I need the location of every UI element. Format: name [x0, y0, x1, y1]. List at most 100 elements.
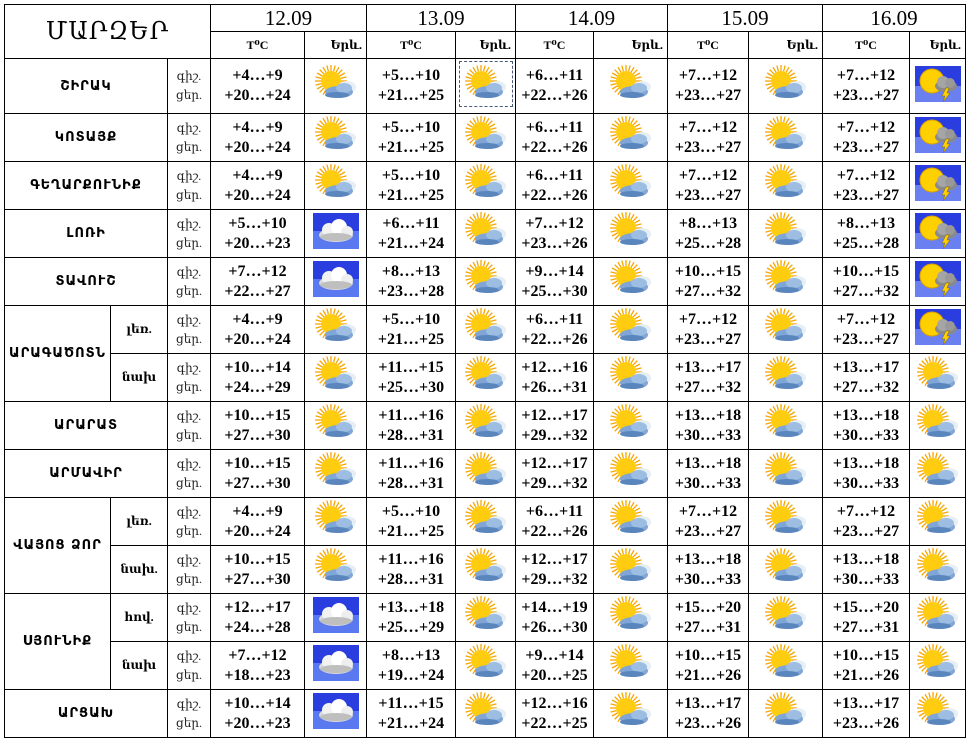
night-temperature: +6…+11	[525, 310, 584, 328]
date-header: 12.09	[210, 4, 368, 32]
partly-cloudy-icon	[761, 691, 811, 733]
temperature-cell: +5…+10 +21…+25	[366, 58, 457, 114]
temperature-cell: +7…+12 +23…+27	[667, 113, 750, 162]
night-temperature: +4…+9	[232, 166, 283, 184]
temperature-cell: +10…+15 +21…+26	[667, 641, 750, 690]
temperature-cell: +8…+13 +19…+24	[366, 641, 457, 690]
weather-icon-cell	[593, 353, 669, 402]
day-temperature: +22…+26	[521, 87, 588, 104]
weather-icon-cell	[455, 58, 517, 114]
weather-icon-cell	[748, 593, 824, 642]
partly-cloudy-icon	[461, 307, 511, 349]
partly-cloudy-icon	[311, 451, 361, 493]
temperature-cell: +4…+9 +20…+24	[210, 161, 306, 210]
temperature-cell: +11…+16 +28…+31	[366, 401, 457, 450]
partly-cloudy-icon	[461, 691, 511, 733]
temperature-cell: +8…+13 +23…+28	[366, 257, 457, 306]
day-temperature: +27…+32	[832, 378, 900, 396]
night-temperature: +12…+16	[521, 694, 588, 712]
night-temperature: +8…+13	[678, 214, 738, 232]
weather-icon-cell	[593, 161, 669, 210]
partly-cloudy-icon	[606, 547, 656, 589]
partly-cloudy-icon	[606, 355, 656, 397]
weather-icon-cell	[455, 449, 517, 498]
temperature-cell: +4…+9 +20…+24	[210, 58, 306, 114]
weather-icon-cell	[748, 401, 824, 450]
temperature-header: T⁰C	[366, 31, 457, 59]
temperature-cell: +5…+10 +21…+25	[366, 113, 457, 162]
day-temperature: +27…+32	[832, 282, 900, 300]
night-temperature: +10…+15	[224, 550, 291, 568]
night-temperature: +4…+9	[232, 118, 283, 136]
partly-cloudy-icon	[311, 115, 361, 157]
day-temperature: +21…+25	[377, 138, 445, 156]
day-temperature: +22…+26	[521, 330, 588, 348]
night-temperature: +6…+11	[525, 118, 584, 136]
weather-icon-cell	[455, 305, 517, 354]
day-label: ցեր.	[176, 715, 202, 730]
night-temperature: +12…+17	[224, 598, 291, 616]
day-temperature: +29…+32	[521, 474, 588, 492]
night-temperature: +13…+18	[674, 454, 742, 472]
day-temperature: +27…+31	[832, 618, 900, 636]
temperature-cell: +6…+11 +22…+26	[515, 161, 595, 210]
day-temperature: +22…+27	[224, 282, 291, 300]
weather-icon-cell	[909, 161, 967, 210]
partly-cloudy-icon	[461, 547, 511, 589]
day-temperature: +20…+24	[224, 87, 291, 104]
partly-cloudy-icon	[606, 643, 656, 685]
day-temperature: +27…+31	[674, 618, 742, 636]
weather-icon-cell	[455, 113, 517, 162]
weather-icon-cell	[748, 497, 824, 546]
night-temperature: +7…+12	[678, 67, 738, 84]
weather-icon-cell	[455, 401, 517, 450]
weather-forecast-table: ՄԱՐԶԵՐ 12.09 13.09 14.09 15.09 16.09 T⁰C Երև.…	[3, 4, 967, 738]
weather-icon-cell	[909, 497, 967, 546]
night-label: գիշ.	[176, 216, 202, 231]
night-temperature: +11…+15	[378, 358, 444, 376]
night-temperature: +5…+10	[228, 214, 287, 232]
partly-cloudy-icon	[761, 307, 811, 349]
partly-cloudy-icon	[606, 595, 656, 637]
temperature-cell: +7…+12 +23…+27	[667, 497, 750, 546]
weather-icon-cell	[909, 113, 967, 162]
weather-icon-cell	[748, 641, 824, 690]
temperature-cell: +6…+11 +22…+26	[515, 58, 595, 114]
partly-cloudy-icon	[311, 547, 361, 589]
day-temperature: +23…+27	[832, 330, 900, 348]
region-name: ԱՐԱԳԱԾՈՏՆ	[4, 305, 111, 402]
time-of-day-labels: գիշ. ցեր.	[166, 113, 212, 162]
day-temperature: +30…+33	[832, 570, 900, 588]
partly-cloudy-icon[interactable]	[458, 60, 513, 107]
day-temperature: +27…+32	[674, 378, 742, 396]
weather-icon-cell	[748, 689, 824, 738]
day-temperature: +21…+24	[377, 714, 445, 732]
cloudy-icon	[312, 693, 359, 729]
temperature-cell: +13…+17 +27…+32	[667, 353, 750, 402]
temperature-cell: +7…+12 +23…+27	[667, 305, 750, 354]
temperature-cell: +13…+17 +23…+26	[667, 689, 750, 738]
temperature-cell: +5…+10 +21…+25	[366, 305, 457, 354]
night-label: գիշ.	[176, 264, 202, 279]
temperature-cell: +10…+14 +24…+29	[210, 353, 306, 402]
day-temperature: +23…+27	[674, 138, 742, 156]
night-temperature: +6…+11	[525, 502, 584, 520]
partly-cloudy-icon	[461, 643, 511, 685]
temperature-cell: +13…+18 +30…+33	[667, 401, 750, 450]
temperature-cell: +10…+15 +27…+32	[667, 257, 750, 306]
day-temperature: +23…+27	[832, 138, 900, 156]
night-temperature: +10…+15	[832, 262, 900, 280]
partly-cloudy-icon	[461, 259, 511, 301]
day-temperature: +26…+30	[521, 618, 588, 636]
night-temperature: +6…+11	[525, 166, 584, 184]
partly-cloudy-icon	[461, 451, 511, 493]
temperature-cell: +12…+17 +24…+28	[210, 593, 306, 642]
weather-icon-cell	[748, 161, 824, 210]
day-temperature: +27…+30	[224, 426, 291, 444]
weather-icon-cell	[304, 58, 368, 114]
day-temperature: +22…+26	[521, 138, 588, 156]
time-of-day-labels: գիշ. ցեր.	[166, 353, 212, 402]
night-temperature: +7…+12	[836, 166, 896, 184]
subregion-name: լեռ.	[110, 305, 168, 354]
day-temperature: +20…+24	[224, 522, 291, 540]
